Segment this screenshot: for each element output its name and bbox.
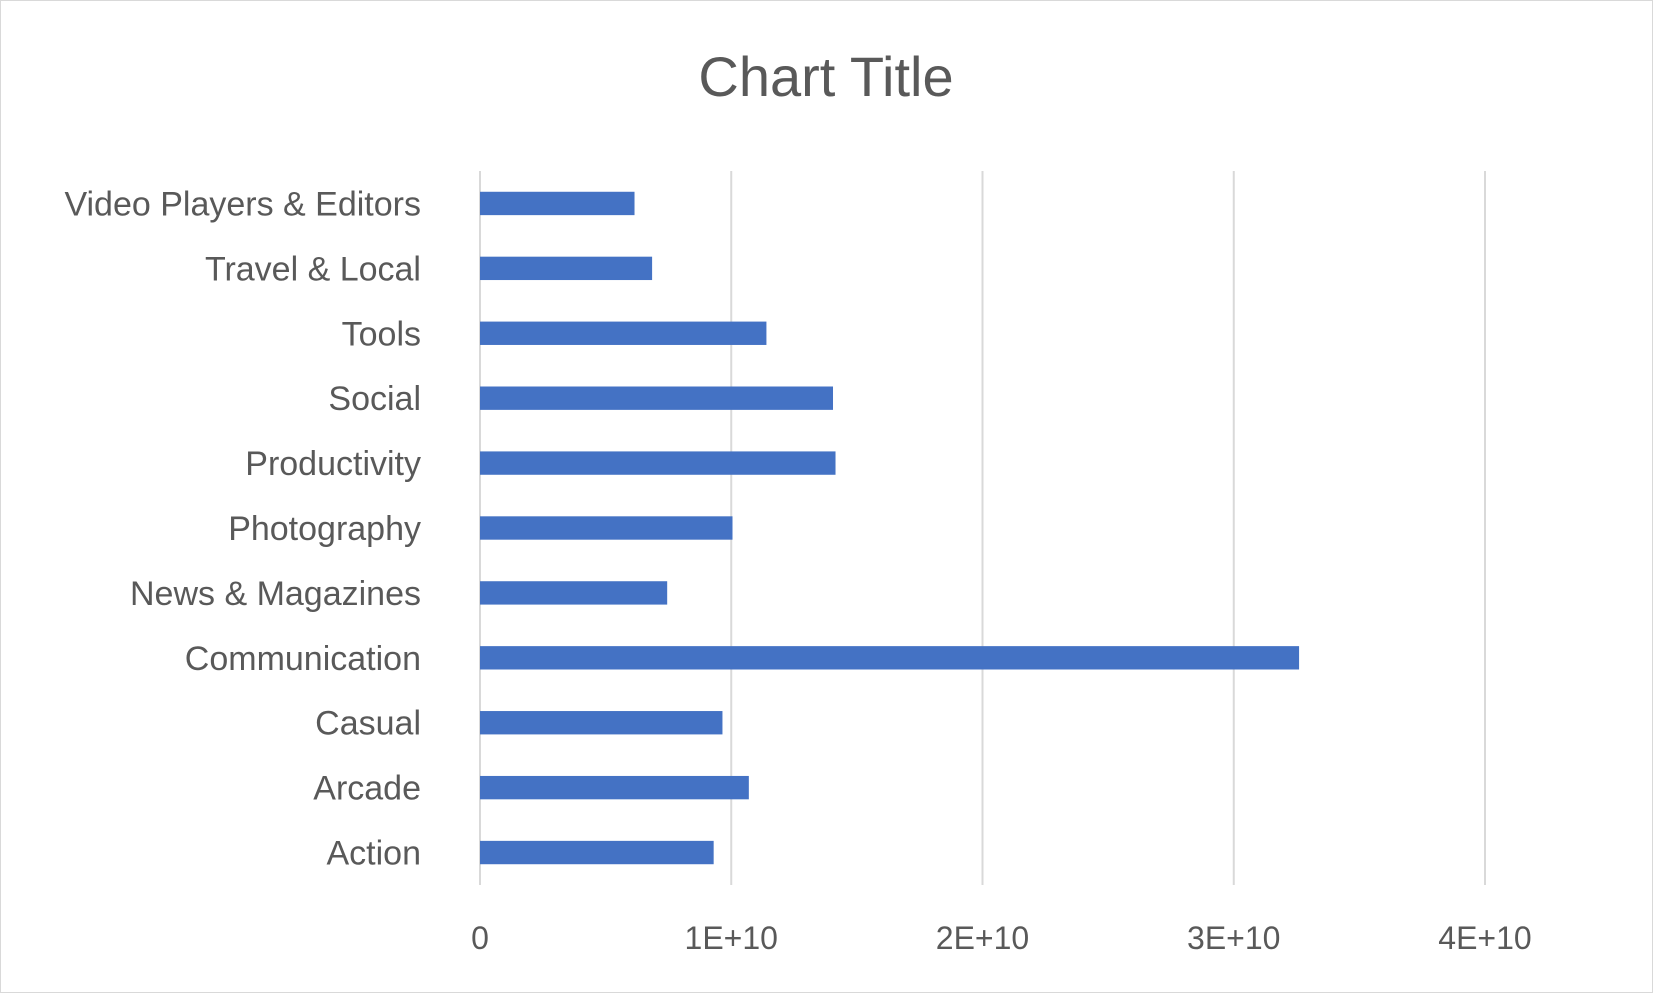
category-label: Communication [185,640,421,678]
x-tick-label: 1E+10 [685,920,778,956]
bar [480,516,733,540]
category-label: News & Magazines [130,575,421,613]
category-labels: Action Arcade Casual Communication News & Ma… [64,185,421,872]
bar [480,775,749,800]
chart-title: Chart Title [698,45,953,108]
x-tick-label: 2E+10 [936,920,1029,956]
bar [480,711,723,735]
bar [480,256,653,281]
bar [480,321,767,345]
bars [480,191,1300,865]
x-axis-tick-labels: 0 1E+10 2E+10 3E+10 4E+10 [471,920,1532,956]
bar [480,386,834,410]
gridlines [479,171,1486,885]
category-label: Action [327,835,422,873]
category-label: Arcade [313,770,421,808]
bar [480,646,1300,670]
x-tick-label: 0 [471,920,489,956]
category-label: Tools [342,315,421,353]
category-label: Video Players & Editors [64,185,421,223]
x-tick-label: 4E+10 [1438,920,1531,956]
bar [480,840,714,865]
category-label: Productivity [245,445,421,483]
category-label: Travel & Local [205,250,421,288]
category-label: Casual [315,705,421,743]
bar [480,451,836,475]
x-tick-label: 3E+10 [1187,920,1280,956]
bar [480,581,668,605]
category-label: Social [328,380,421,418]
bar [480,191,635,216]
category-label: Photography [228,510,421,548]
